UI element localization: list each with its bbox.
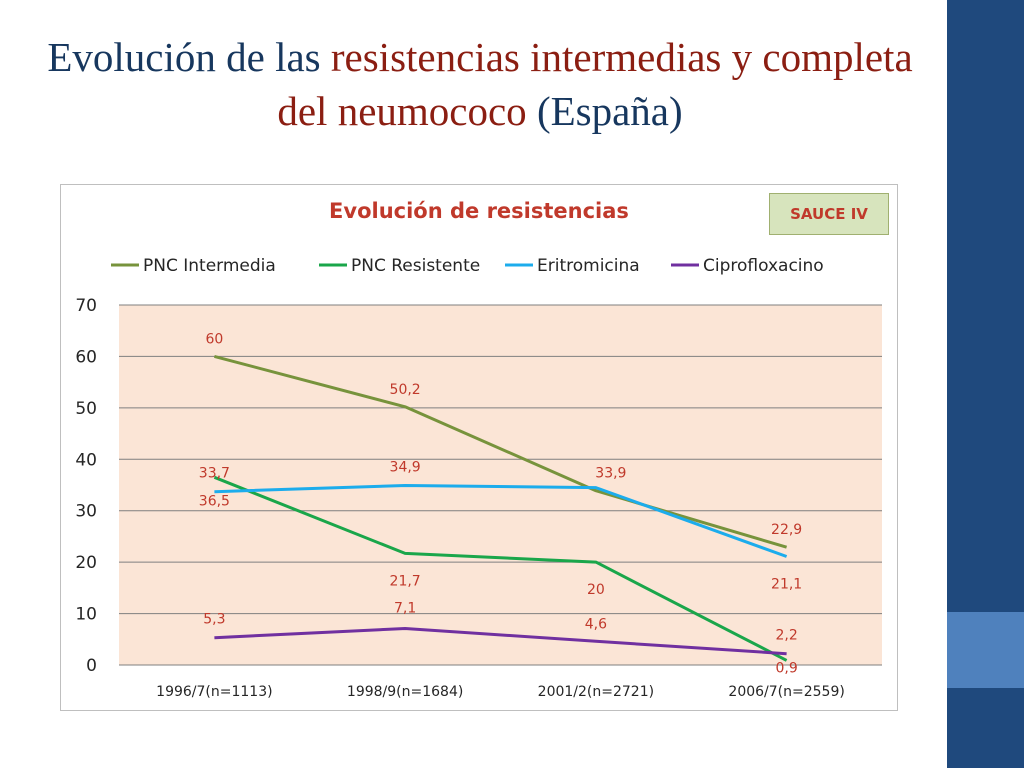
data-label: 21,1 xyxy=(771,576,802,592)
x-tick-label: 2006/7(n=2559) xyxy=(728,684,844,700)
series-line xyxy=(213,475,788,662)
data-label: 5,3 xyxy=(203,612,225,628)
title-highlight: resistencias intermedias y completa del … xyxy=(277,34,913,134)
series-line xyxy=(214,484,788,558)
y-tick-label: 70 xyxy=(75,296,97,316)
legend-item: Eritromicina xyxy=(537,256,640,276)
legend-item: PNC Intermedia xyxy=(143,256,276,276)
data-label: 0,9 xyxy=(775,660,797,676)
y-tick-label: 50 xyxy=(75,399,97,419)
series-line xyxy=(214,627,787,656)
chart-canvas: 0 10 20 30 40 50 60 70 1996/7(n=1113) 1998/9(n=16… xyxy=(75,256,882,700)
y-tick-label: 60 xyxy=(75,347,97,367)
title-text-end: (España) xyxy=(526,88,683,134)
x-tick-label: 1996/7(n=1113) xyxy=(156,684,272,700)
y-tick-label: 10 xyxy=(75,605,97,625)
data-label: 22,9 xyxy=(771,522,802,538)
data-label: 60 xyxy=(205,331,223,347)
data-label: 20 xyxy=(587,582,605,598)
slide-title: Evolución de las resistencias intermedia… xyxy=(40,30,920,138)
y-tick-label: 30 xyxy=(75,502,97,522)
x-tick-label: 2001/2(n=2721) xyxy=(538,684,654,700)
legend-item: PNC Resistente xyxy=(351,256,480,276)
y-tick-label: 0 xyxy=(86,656,97,676)
data-label: 33,7 xyxy=(199,466,230,482)
chart-title: Evolución de resistencias xyxy=(329,199,629,223)
chart-frame: 0 10 20 30 40 50 60 70 1996/7(n=1113) 1998/9(n=16… xyxy=(60,184,898,711)
y-tick-label: 20 xyxy=(75,553,97,573)
title-text-start: Evolución de las xyxy=(47,34,331,80)
sidebar-accent-decoration xyxy=(947,612,1024,688)
sauce-badge: SAUCE IV xyxy=(769,193,889,235)
data-label: 36,5 xyxy=(199,493,230,509)
x-tick-label: 1998/9(n=1684) xyxy=(347,684,463,700)
y-tick-label: 40 xyxy=(75,450,97,470)
data-label: 33,9 xyxy=(595,466,626,482)
data-label: 7,1 xyxy=(394,600,416,616)
data-label: 34,9 xyxy=(390,460,421,476)
data-label: 21,7 xyxy=(390,573,421,589)
data-label: 4,6 xyxy=(585,616,607,632)
data-label: 50,2 xyxy=(390,382,421,398)
legend-item: Ciprofloxacino xyxy=(703,256,824,276)
series-line xyxy=(214,354,788,549)
data-label: 2,2 xyxy=(775,628,797,644)
